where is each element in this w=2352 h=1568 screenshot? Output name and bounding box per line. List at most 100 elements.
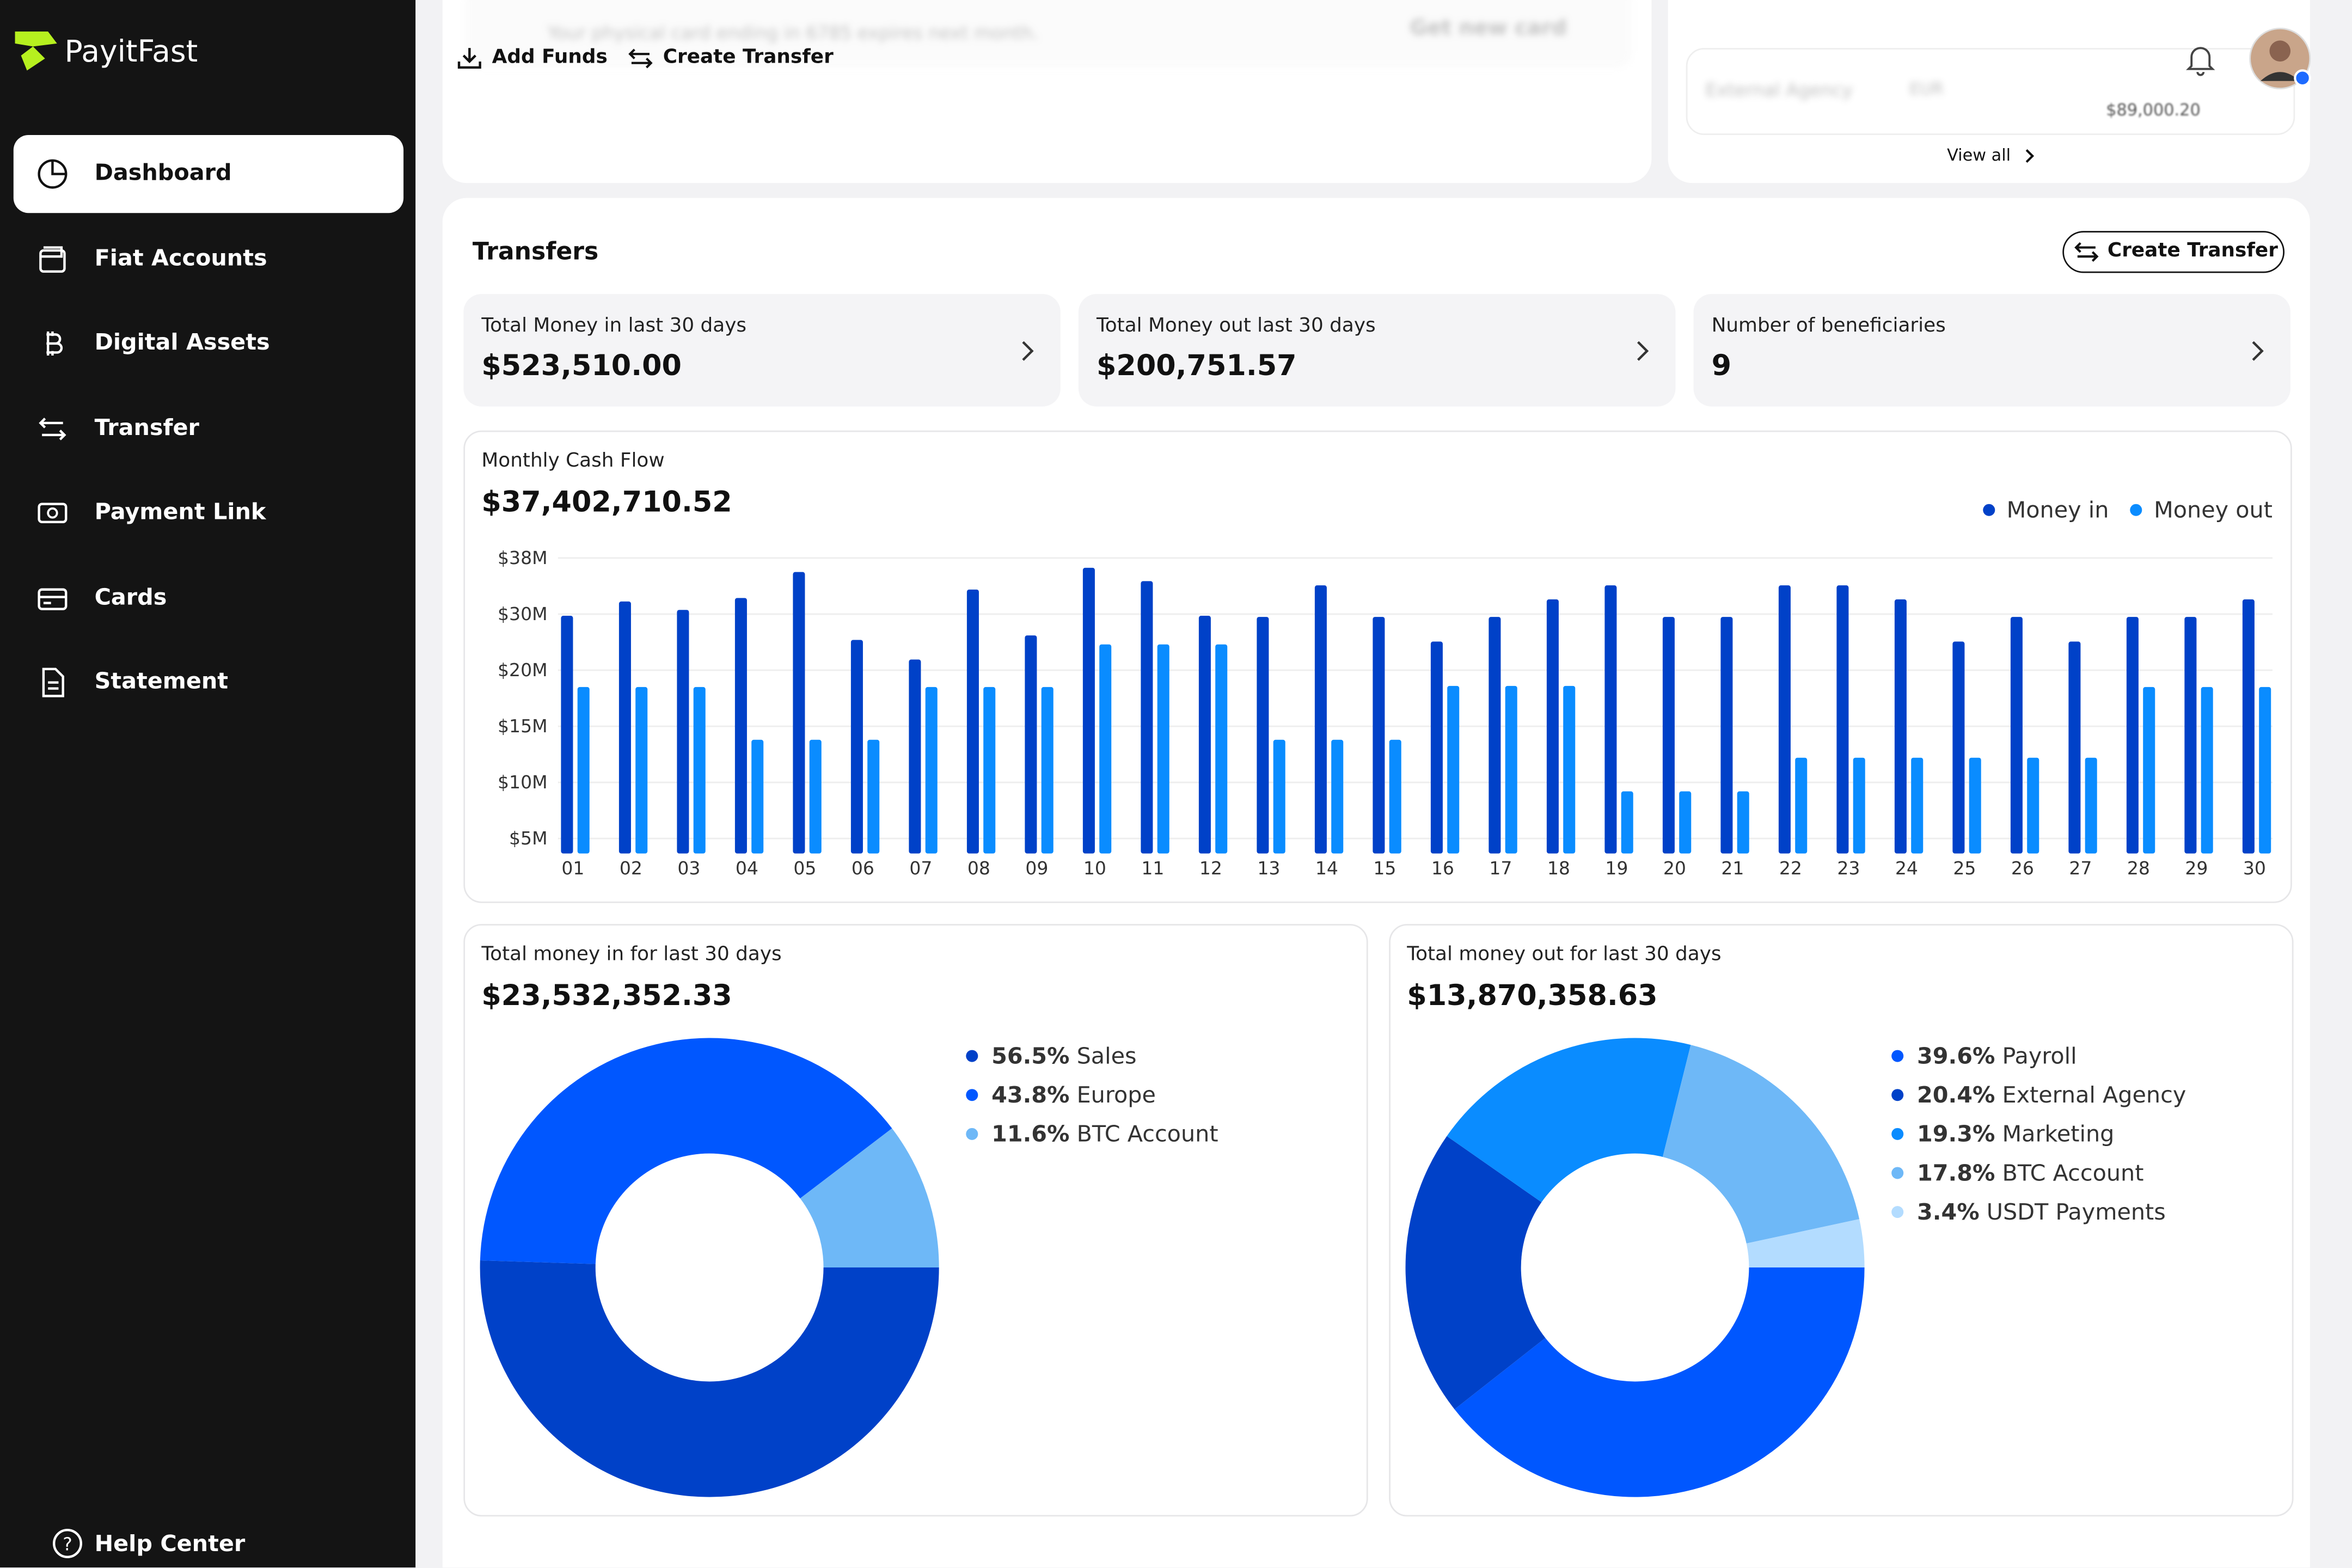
x-tick-label: 15 — [1373, 857, 1396, 879]
x-tick-label: 01 — [561, 857, 584, 879]
y-tick-label: $5M — [509, 828, 548, 849]
chevron — [1637, 341, 1649, 361]
legend-label: Money out — [2154, 496, 2273, 524]
account-name: External Agency — [1705, 79, 1853, 101]
legend-spacer — [1995, 1043, 2002, 1069]
button-label: Create Transfer — [2107, 240, 2278, 263]
nav-item[interactable]: Cards — [14, 559, 403, 636]
x-tick-label: 23 — [1837, 857, 1860, 879]
bar — [1430, 641, 1443, 854]
stat-card[interactable]: Total Money in last 30 days $523,510.00 — [463, 293, 1061, 407]
legend-value: 39.6% — [1917, 1043, 1995, 1069]
bar — [2184, 617, 2197, 854]
bar — [2068, 641, 2081, 854]
chart-title: Total money out for last 30 days — [1407, 943, 1722, 966]
nav-icon — [38, 159, 68, 189]
nav-label: Transfer — [94, 413, 199, 440]
x-tick-label: 11 — [1141, 857, 1164, 879]
bar — [618, 601, 631, 854]
legend-swatch — [966, 1128, 978, 1140]
bar — [809, 739, 822, 854]
x-tick-label: 13 — [1257, 857, 1280, 879]
legend-item: 3.4% USDT Payments — [1917, 1199, 2166, 1225]
stat-value: $200,751.57 — [1096, 349, 1297, 383]
x-tick-label: 25 — [1953, 857, 1976, 879]
bar — [850, 640, 863, 854]
nav-item[interactable]: Fiat Accounts — [14, 220, 403, 298]
x-tick-label: 12 — [1199, 857, 1222, 879]
x-tick-label: 07 — [909, 857, 932, 879]
bar — [2259, 687, 2271, 854]
nav-icon — [38, 503, 68, 523]
notice-banner: Your physical card ending in 6785 expire… — [465, 0, 1632, 68]
nav-label: Dashboard — [94, 159, 232, 186]
stat-card[interactable]: Total Money out last 30 days $200,751.57 — [1078, 293, 1676, 407]
bar — [867, 739, 880, 854]
svg-text:?: ? — [63, 1533, 72, 1554]
legend-spacer — [1995, 1082, 2002, 1108]
x-tick-label: 06 — [852, 857, 874, 879]
legend-value: 11.6% — [991, 1121, 1069, 1147]
nav-item[interactable]: Transfer — [14, 389, 403, 467]
create-transfer-outline-button[interactable]: Create Transfer — [2062, 231, 2285, 273]
x-tick-label: 10 — [1083, 857, 1106, 879]
legend-item: 56.5% Sales — [991, 1043, 1136, 1069]
create-transfer-button[interactable]: Create Transfer — [663, 46, 834, 69]
pie-slice — [800, 1128, 939, 1268]
x-tick-label: 22 — [1779, 857, 1802, 879]
bar — [635, 687, 648, 854]
bar — [793, 572, 805, 854]
nav-item[interactable]: Dashboard — [13, 134, 404, 213]
avatar[interactable] — [2249, 27, 2314, 93]
x-tick-label: 09 — [1025, 857, 1048, 879]
y-tick-label: $20M — [498, 659, 548, 681]
bar — [925, 687, 938, 854]
bar — [1389, 739, 1401, 854]
bar — [1720, 617, 1733, 854]
bar — [2201, 687, 2213, 854]
bar — [1198, 616, 1211, 854]
stat-card[interactable]: Number of beneficiaries 9 — [1693, 293, 2291, 407]
legend: Money in Money out — [1982, 496, 2273, 524]
pie-slice — [1746, 1219, 1865, 1268]
add-funds-button[interactable]: Add Funds — [492, 46, 608, 69]
bar — [1563, 685, 1576, 854]
x-tick-label: 19 — [1605, 857, 1628, 879]
legend-swatch — [1891, 1050, 1904, 1062]
legend-label: External Agency — [2002, 1082, 2186, 1108]
add-funds-icon — [457, 48, 481, 69]
bar — [1621, 791, 1633, 854]
sidebar: PayitFast ? Help Center Dashboard Fiat Ac… — [0, 0, 416, 1568]
x-tick-label: 18 — [1547, 857, 1570, 879]
x-tick-label: 05 — [793, 857, 816, 879]
legend-value: 43.8% — [991, 1082, 1069, 1108]
section-title: Transfers — [472, 237, 599, 266]
bar — [1546, 599, 1559, 854]
bar — [1604, 585, 1617, 854]
help-link[interactable]: Help Center — [94, 1530, 246, 1557]
notice-text: Your physical card ending in 6785 expire… — [547, 22, 1038, 44]
bar — [1911, 757, 1924, 854]
bar — [1836, 585, 1849, 854]
x-tick-label: 04 — [736, 857, 758, 879]
legend-swatch — [1891, 1089, 1904, 1101]
legend-value: 3.4% — [1917, 1199, 1980, 1225]
nav-item[interactable]: Payment Link — [14, 474, 403, 552]
legend-item: 17.8% BTC Account — [1917, 1160, 2143, 1186]
nav-icon — [38, 587, 68, 610]
nav-item[interactable]: Digital Assets — [14, 304, 403, 382]
nav-item[interactable]: Statement — [14, 644, 403, 721]
legend-item: 43.8% Europe — [991, 1082, 1156, 1108]
notifications-button[interactable] — [2184, 42, 2217, 78]
chevron — [2252, 341, 2264, 361]
view-all-link[interactable]: View all — [1947, 145, 2011, 166]
bar — [1141, 581, 1153, 854]
legend-item: 39.6% Payroll — [1917, 1043, 2077, 1069]
x-tick-label: 03 — [677, 857, 700, 879]
help-icon: ? — [51, 1527, 84, 1560]
chevron — [2025, 149, 2035, 163]
legend-item: 19.3% Marketing — [1917, 1121, 2114, 1147]
legend-swatch — [2130, 504, 2142, 516]
logo-icon — [15, 31, 57, 71]
